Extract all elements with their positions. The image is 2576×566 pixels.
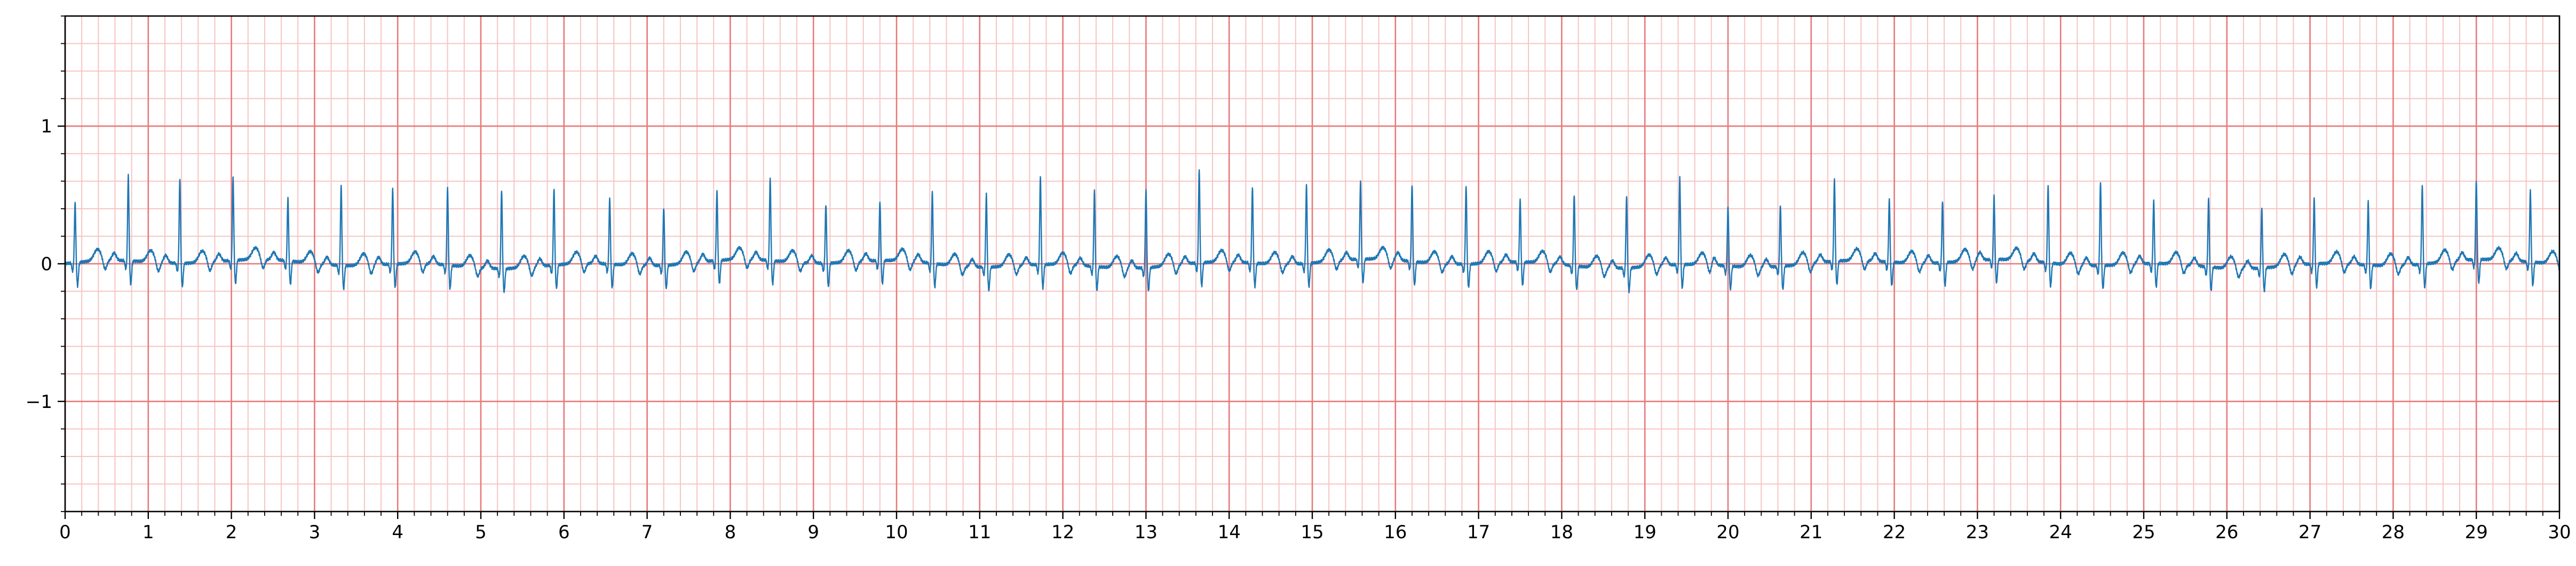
ecg-trace-line bbox=[64, 169, 2561, 294]
x-tick-label: 6 bbox=[558, 522, 570, 543]
x-tick-label: 26 bbox=[2215, 522, 2238, 543]
x-tick-label: 17 bbox=[1467, 522, 1490, 543]
x-tick-label: 2 bbox=[226, 522, 237, 543]
x-tick-label: 0 bbox=[59, 522, 71, 543]
x-tick-label: 25 bbox=[2132, 522, 2155, 543]
y-tick-label: 1 bbox=[41, 116, 52, 137]
x-tick-label: 15 bbox=[1301, 522, 1323, 543]
x-tick-label: 27 bbox=[2298, 522, 2321, 543]
x-tick-label: 20 bbox=[1716, 522, 1739, 543]
x-tick-label: 14 bbox=[1218, 522, 1241, 543]
x-tick-label: 16 bbox=[1384, 522, 1407, 543]
x-tick-label: 7 bbox=[641, 522, 653, 543]
x-tick-label: 8 bbox=[725, 522, 736, 543]
x-tick-label: 23 bbox=[1966, 522, 1989, 543]
x-tick-label: 30 bbox=[2548, 522, 2571, 543]
x-tick-label: 1 bbox=[142, 522, 154, 543]
x-tick-label: 22 bbox=[1883, 522, 1906, 543]
x-tick-label: 3 bbox=[309, 522, 321, 543]
y-tick-label: 0 bbox=[41, 254, 52, 275]
x-tick-label: 12 bbox=[1051, 522, 1074, 543]
x-tick-label: 19 bbox=[1634, 522, 1656, 543]
x-tick-label: 5 bbox=[475, 522, 487, 543]
x-tick-label: 21 bbox=[1800, 522, 1822, 543]
x-tick-label: 10 bbox=[885, 522, 908, 543]
x-axis-ticks: 0 1 2 3 4 5 6 7 8 9 10 11 12 13 14 15 16 17 18 19 20 21 22 23 24… bbox=[59, 512, 2571, 543]
x-tick-label: 28 bbox=[2382, 522, 2405, 543]
x-tick-label: 18 bbox=[1550, 522, 1573, 543]
x-tick-label: 11 bbox=[968, 522, 991, 543]
x-tick-label: 13 bbox=[1135, 522, 1158, 543]
y-axis-ticks: 1 0 −1 bbox=[26, 15, 65, 512]
x-tick-label: 24 bbox=[2049, 522, 2072, 543]
y-tick-label: −1 bbox=[26, 391, 52, 413]
x-tick-label: 4 bbox=[392, 522, 403, 543]
x-tick-label: 9 bbox=[807, 522, 819, 543]
x-tick-label: 29 bbox=[2465, 522, 2488, 543]
ecg-trace-group bbox=[64, 169, 2561, 294]
